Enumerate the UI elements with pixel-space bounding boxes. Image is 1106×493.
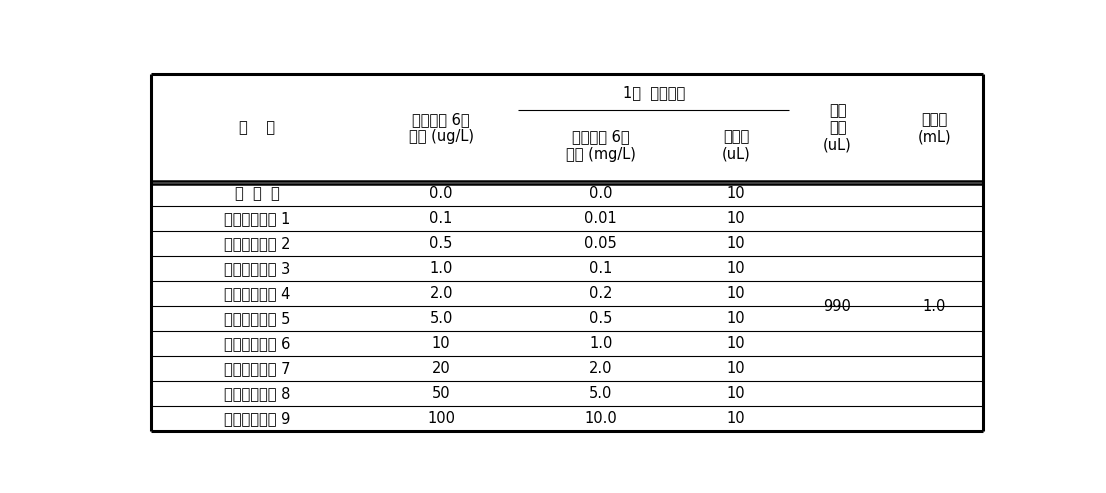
Text: 50: 50 [431,386,450,401]
Text: 0.5: 0.5 [589,311,613,326]
Text: 1.0: 1.0 [589,336,613,351]
Text: 벤조페논 6종
농도 (mg/L): 벤조페논 6종 농도 (mg/L) [566,130,636,162]
Text: 1차  표준용액: 1차 표준용액 [623,85,685,100]
Text: 0.5: 0.5 [429,236,452,251]
Text: 분취량
(uL): 분취량 (uL) [721,130,750,162]
Text: 10: 10 [727,236,745,251]
Text: 검정곡선용액 4: 검정곡선용액 4 [225,286,291,301]
Text: 0.1: 0.1 [589,261,613,276]
Text: 검정곡선용액 7: 검정곡선용액 7 [225,361,291,376]
Text: 인공
소변
(uL): 인공 소변 (uL) [823,103,852,153]
Text: 100: 100 [427,411,456,426]
Text: 10: 10 [727,336,745,351]
Text: 검정곡선용액 8: 검정곡선용액 8 [225,386,291,401]
Text: 0.05: 0.05 [584,236,617,251]
Text: 검정곡선용액 9: 검정곡선용액 9 [225,411,291,426]
Text: 10: 10 [431,336,450,351]
Text: 10: 10 [727,386,745,401]
Text: 공  시  료: 공 시 료 [236,186,280,201]
Text: 10.0: 10.0 [584,411,617,426]
Text: 1.0: 1.0 [922,299,946,314]
Text: 10: 10 [727,186,745,201]
Text: 0.1: 0.1 [429,211,452,226]
Text: 5.0: 5.0 [589,386,613,401]
Text: 10: 10 [727,211,745,226]
Text: 0.0: 0.0 [429,186,452,201]
Text: 벤조페논 6종
농도 (ug/L): 벤조페논 6종 농도 (ug/L) [408,112,473,144]
Text: 검정곡선용액 6: 검정곡선용액 6 [225,336,291,351]
Text: 구    분: 구 분 [240,120,275,136]
Text: 10: 10 [727,361,745,376]
Text: 2.0: 2.0 [588,361,613,376]
Text: 검정곡선용액 3: 검정곡선용액 3 [225,261,291,276]
Text: 2.0: 2.0 [429,286,452,301]
Text: 10: 10 [727,411,745,426]
Text: 1.0: 1.0 [429,261,452,276]
Text: 10: 10 [727,261,745,276]
Text: 0.2: 0.2 [588,286,613,301]
Text: 검정곡선용액 5: 검정곡선용액 5 [225,311,291,326]
Text: 10: 10 [727,311,745,326]
Text: 10: 10 [727,286,745,301]
Text: 0.01: 0.01 [584,211,617,226]
Text: 최종량
(mL): 최종량 (mL) [917,112,951,144]
Text: 20: 20 [431,361,450,376]
Text: 990: 990 [824,299,852,314]
Text: 검정곡선용액 2: 검정곡선용액 2 [225,236,291,251]
Text: 5.0: 5.0 [429,311,452,326]
Text: 검정곡선용액 1: 검정곡선용액 1 [225,211,291,226]
Text: 0.0: 0.0 [588,186,613,201]
